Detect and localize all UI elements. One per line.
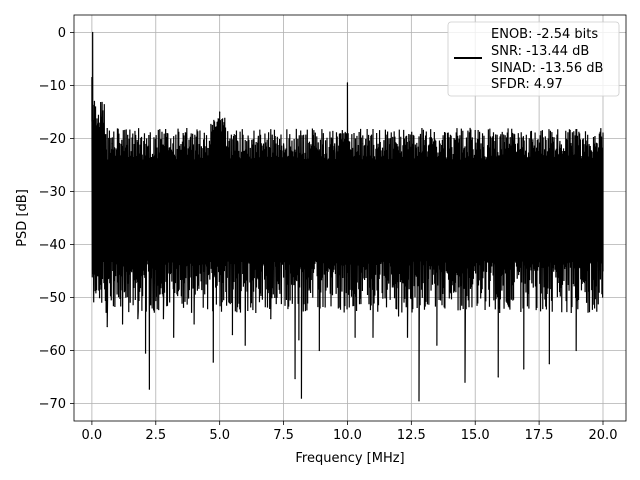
- psd-data-point: [474, 148, 476, 150]
- psd-data-point: [91, 76, 93, 79]
- y-tick-label: −40: [39, 238, 66, 253]
- psd-data-point: [372, 336, 374, 338]
- psd-data-point: [162, 318, 165, 320]
- y-tick-label: −30: [39, 185, 66, 200]
- psd-data-point: [100, 116, 102, 118]
- psd-data-point: [589, 145, 591, 148]
- psd-data-point: [137, 318, 139, 320]
- psd-data-point: [219, 111, 221, 113]
- psd-data-point: [318, 349, 320, 352]
- psd-data-point: [385, 143, 387, 145]
- psd-data-point: [144, 352, 147, 354]
- psd-data-point: [193, 323, 195, 325]
- legend-entry-enob: ENOB: -2.54 bits: [491, 27, 598, 42]
- psd-data-point: [345, 182, 347, 185]
- psd-data-point: [282, 143, 285, 145]
- psd-series-line: [91, 32, 604, 401]
- x-axis-label: Frequency [MHz]: [295, 451, 404, 466]
- psd-data-point: [346, 82, 349, 84]
- psd-data-point: [575, 349, 577, 352]
- psd-data-point: [183, 135, 185, 137]
- x-tick-label: 15.0: [461, 428, 490, 443]
- psd-data-point: [423, 145, 425, 148]
- x-tick-label: 17.5: [525, 428, 554, 443]
- psd-data-point: [464, 381, 466, 383]
- psd-data-point: [294, 377, 296, 380]
- y-tick-label: −60: [39, 344, 66, 359]
- x-tick-label: 10.0: [333, 428, 362, 443]
- psd-data-point: [354, 336, 356, 338]
- psd-data-point: [497, 376, 499, 378]
- psd-data-point: [300, 397, 303, 399]
- psd-data-point: [106, 326, 108, 328]
- psd-data-point: [298, 339, 300, 341]
- psd-data-point: [602, 270, 604, 272]
- psd-data-point: [95, 164, 97, 166]
- psd-data-point: [397, 315, 400, 317]
- psd-data-point: [257, 143, 259, 145]
- psd-data-point: [535, 148, 538, 150]
- psd-data-point: [341, 129, 343, 132]
- psd-data-point: [102, 259, 104, 262]
- axes-frame: [73, 14, 627, 422]
- psd-data-point: [97, 233, 99, 235]
- psd-data-point: [93, 100, 96, 102]
- ticks: 0.0 2.5 5.0 7.5 10.0 12.5 15.0 17.5 20.0 0 −10 −20 −…: [39, 26, 618, 443]
- x-tick-label: 12.5: [397, 428, 426, 443]
- data-layer: [91, 31, 604, 402]
- psd-data-point: [348, 201, 350, 203]
- plot-area: [91, 31, 604, 402]
- legend-entry-snr: SNR: -13.44 dB: [491, 44, 589, 59]
- y-tick-label: −70: [39, 397, 66, 412]
- psd-data-point: [334, 143, 336, 145]
- psd-data-point: [236, 140, 239, 142]
- psd-data-point: [512, 145, 515, 148]
- psd-data-point: [226, 233, 228, 235]
- x-tick-label: 0.0: [82, 428, 103, 443]
- psd-data-point: [216, 121, 218, 124]
- psd-data-point: [418, 400, 420, 402]
- legend-entry-sfdr: SFDR: 4.97: [491, 77, 563, 92]
- psd-data-point: [244, 344, 246, 346]
- psd-data-point: [212, 361, 214, 363]
- psd-data-point: [449, 148, 451, 150]
- y-tick-label: 0: [58, 26, 66, 41]
- legend-box: [447, 21, 620, 97]
- psd-data-point: [406, 336, 409, 338]
- psd-data-point: [92, 246, 95, 248]
- psd-data-point: [92, 31, 94, 34]
- legend: ENOB: -2.54 bits SNR: -13.44 dB SINAD: -…: [447, 21, 620, 97]
- psd-data-point: [602, 135, 604, 137]
- psd-data-point: [523, 368, 525, 370]
- x-tick-label: 5.0: [209, 428, 230, 443]
- psd-data-point: [111, 143, 113, 145]
- x-tick-label: 7.5: [273, 428, 294, 443]
- psd-data-point: [548, 363, 550, 365]
- psd-data-point: [270, 318, 272, 320]
- x-tick-label: 2.5: [145, 428, 166, 443]
- y-tick-label: −10: [39, 79, 66, 94]
- psd-data-point: [436, 344, 438, 346]
- y-axis-label: PSD [dB]: [15, 189, 30, 247]
- psd-data-point: [311, 145, 313, 148]
- x-tick-label: 20.0: [589, 428, 618, 443]
- psd-data-point: [173, 336, 175, 338]
- y-tick-label: −20: [39, 132, 66, 147]
- psd-data-point: [558, 148, 561, 150]
- psd-data-point: [155, 143, 157, 145]
- psd-data-point: [148, 388, 150, 390]
- psd-data-point: [231, 334, 234, 336]
- legend-entry-sinad: SINAD: -13.56 dB: [491, 61, 603, 76]
- psd-data-point: [203, 132, 205, 134]
- psd-data-point: [598, 291, 600, 293]
- y-tick-label: −50: [39, 291, 66, 306]
- psd-data-point: [362, 143, 364, 145]
- psd-data-point: [127, 135, 129, 137]
- psd-data-point: [121, 323, 124, 325]
